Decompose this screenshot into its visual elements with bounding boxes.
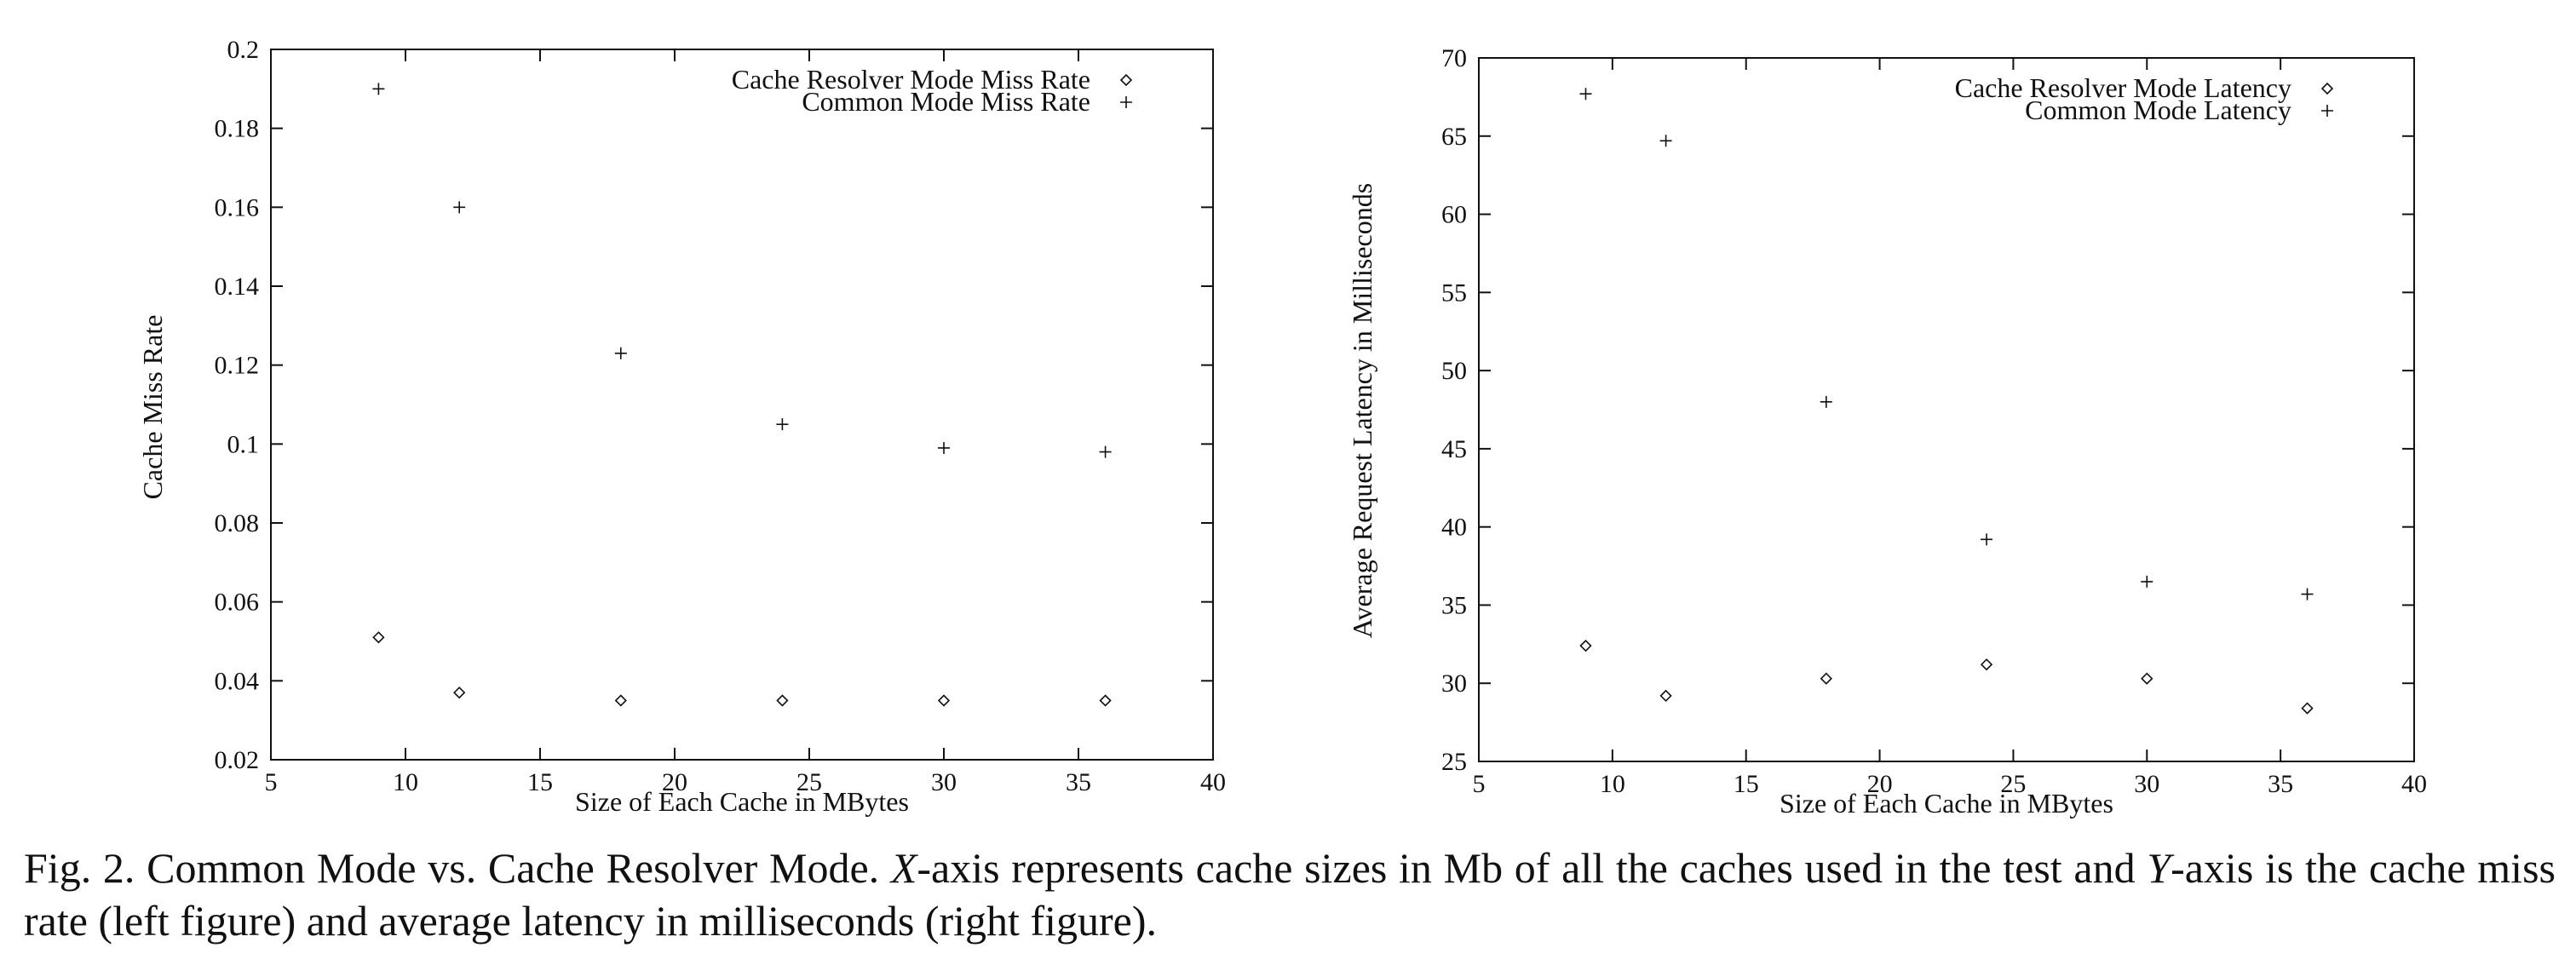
y-tick-label: 60 (1441, 201, 1467, 229)
data-point-plus (1981, 533, 1993, 546)
data-point-diamond (776, 694, 789, 707)
x-tick-label: 20 (662, 768, 687, 796)
legend-marker (2321, 105, 2333, 117)
data-point-plus (2141, 575, 2153, 588)
y-tick-label: 0.18 (215, 115, 260, 143)
x-tick-label: 5 (265, 768, 278, 796)
caption-suffix: -axis is the cache miss rate (left figur… (24, 844, 2556, 945)
y-tick-label: 55 (1441, 279, 1467, 307)
x-axis-label: Size of Each Cache in MBytes (575, 786, 909, 817)
y-tick-label: 30 (1441, 669, 1467, 698)
x-tick-label: 10 (393, 768, 418, 796)
y-tick-label: 25 (1441, 748, 1467, 776)
y-tick-label: 0.12 (215, 352, 260, 380)
x-tick-label: 40 (1200, 768, 1226, 796)
data-point-diamond (1659, 689, 1672, 703)
x-tick-label: 20 (1867, 770, 1893, 798)
data-point-diamond (1099, 694, 1112, 707)
figure: 5 10 15 20 25 30 35 40 0.02 0.04 0.06 0.08 0.1 0.12 0.… (137, 36, 2427, 819)
x-tick-label: 30 (2134, 770, 2159, 798)
caption-y-var: Y (2147, 844, 2171, 892)
caption-prefix: Fig. 2. Common Mode vs. Cache Resolver M… (24, 844, 891, 892)
legend-label: Cache Resolver Mode Miss Rate (732, 64, 1090, 95)
x-tick-label: 30 (931, 768, 957, 796)
data-point-plus (1820, 395, 1832, 408)
data-point-diamond (1980, 658, 1993, 671)
y-tick-label: 0.08 (215, 509, 260, 537)
x-tick-label: 15 (527, 768, 553, 796)
data-point-plus (1099, 445, 1112, 458)
y-axis-label: Cache Miss Rate (137, 315, 168, 500)
data-point-plus (2301, 588, 2314, 600)
data-point-plus (1579, 88, 1592, 101)
legend-marker (1120, 96, 1132, 108)
right-chart: 5 10 15 20 25 30 35 40 25 30 35 40 45 50 55 60 65 70 Size … (1347, 44, 2427, 819)
legend-label: Common Mode Miss Rate (802, 86, 1090, 117)
y-tick-label: 65 (1441, 123, 1467, 151)
legend-label: Common Mode Latency (2025, 95, 2291, 125)
x-axis-label: Size of Each Cache in MBytes (1780, 788, 2113, 819)
data-point-diamond (1579, 640, 1592, 652)
legend-marker (2320, 82, 2334, 95)
data-point-diamond (2301, 702, 2314, 715)
data-point-diamond (453, 686, 466, 699)
x-tick-label: 35 (2268, 770, 2293, 798)
data-point-diamond (1820, 672, 1832, 685)
legend-label: Cache Resolver Mode Latency (1955, 72, 2291, 103)
y-tick-label: 0.1 (227, 430, 260, 458)
data-point-diamond (2141, 672, 2153, 685)
data-point-plus (372, 83, 385, 95)
x-tick-label: 35 (1066, 768, 1091, 796)
y-axis-label: Average Request Latency in Milliseconds (1347, 183, 1377, 638)
y-tick-label: 0.04 (215, 667, 260, 695)
y-tick-label: 70 (1441, 44, 1467, 72)
y-tick-label: 35 (1441, 591, 1467, 619)
y-tick-label: 0.14 (215, 273, 260, 301)
data-point-diamond (937, 694, 951, 707)
data-point-plus (1659, 135, 1672, 147)
plot-frame (270, 49, 1214, 761)
data-point-diamond (614, 694, 627, 707)
data-point-plus (938, 441, 950, 454)
caption-middle: -axis represents cache sizes in Mb of al… (917, 844, 2148, 892)
y-tick-label: 0.06 (215, 589, 260, 617)
left-chart: 5 10 15 20 25 30 35 40 0.02 0.04 0.06 0.08 0.1 0.12 0.… (137, 36, 1226, 817)
y-tick-label: 0.2 (227, 36, 260, 64)
figure-caption: Fig. 2. Common Mode vs. Cache Resolver M… (24, 842, 2556, 947)
y-tick-label: 50 (1441, 357, 1467, 385)
y-tick-label: 0.16 (215, 193, 260, 221)
plot-frame (1478, 57, 2415, 762)
y-tick-label: 45 (1441, 435, 1467, 463)
legend-marker (1119, 73, 1133, 87)
x-tick-label: 10 (1600, 770, 1625, 798)
x-tick-label: 25 (796, 768, 822, 796)
x-tick-label: 5 (1473, 770, 1486, 798)
caption-x-var: X (890, 844, 917, 892)
data-point-diamond (372, 631, 385, 644)
data-point-plus (453, 201, 466, 214)
y-tick-label: 40 (1441, 514, 1467, 542)
y-tick-label: 0.02 (215, 746, 260, 774)
data-point-plus (614, 347, 627, 359)
x-tick-label: 15 (1734, 770, 1759, 798)
x-tick-label: 25 (2000, 770, 2026, 798)
x-tick-label: 40 (2401, 770, 2427, 798)
data-point-plus (776, 418, 789, 431)
